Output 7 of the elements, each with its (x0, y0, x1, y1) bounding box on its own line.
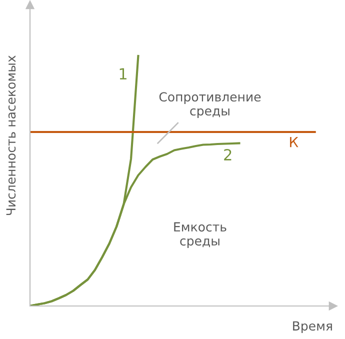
series-label: 2 (224, 148, 232, 160)
x-axis-title: Время (293, 321, 332, 334)
annotation: Емкость среды (174, 222, 226, 248)
annotation: Сопротивление среды (159, 92, 261, 118)
ref-line-label: К (290, 136, 298, 148)
y-axis-title: Численность насекомых (6, 56, 16, 216)
series-label: 1 (120, 68, 126, 80)
